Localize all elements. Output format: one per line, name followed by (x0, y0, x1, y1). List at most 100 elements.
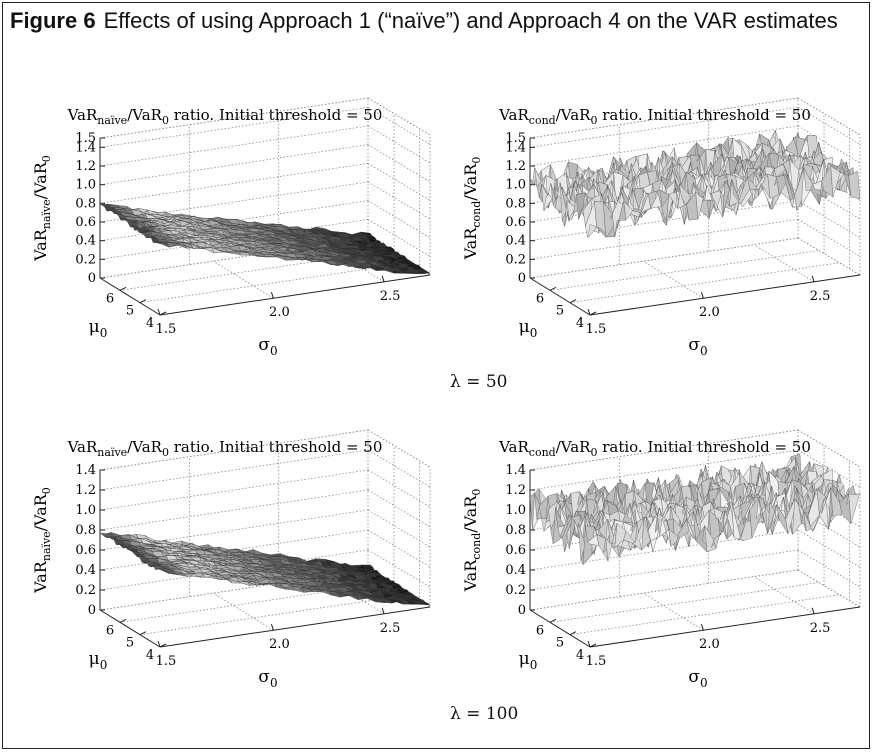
sigma-tick-label: 2.0 (699, 637, 720, 652)
z-tick-label: 1.4 (75, 140, 96, 155)
mu-tick-label: 5 (126, 636, 134, 651)
axes (99, 469, 431, 648)
surface-cell (418, 602, 431, 606)
z-tick-label: 0 (518, 271, 526, 286)
z-tick-label: 0 (88, 271, 96, 286)
mu-tick-label: 6 (106, 623, 114, 638)
z-tick-label: 0 (88, 603, 96, 618)
surface-mesh (99, 203, 431, 275)
sigma-axis-label: σ0 (258, 335, 277, 358)
z-tick-label: 0.4 (505, 234, 526, 249)
surface-chart-cond-lambda100: VaRcond/VaR0 ratio. Initial threshold = … (461, 429, 861, 690)
sigma-tick-label: 2.0 (699, 305, 720, 320)
figure-caption-text: Effects of using Approach 1 (“naïve”) an… (103, 8, 838, 33)
z-tick-label: 1.4 (505, 140, 526, 155)
axes (529, 469, 861, 648)
figure-label: Figure 6 (10, 8, 96, 33)
surface-cell (848, 492, 861, 524)
surface-chart-naive-lambda100: VaRnaïve/VaR0 ratio. Initial threshold =… (31, 429, 431, 690)
sigma-tick-label: 1.5 (156, 322, 177, 337)
z-tick-label: 1.5 (505, 131, 526, 146)
surface-mesh (529, 129, 861, 239)
lambda-label-top: λ = 50 (450, 372, 508, 392)
mu-tick-label: 6 (106, 291, 114, 306)
z-axis-label: VaRcond/VaR0 (461, 489, 483, 593)
z-axis-label: VaRnaïve/VaR0 (31, 155, 53, 262)
mu-tick-label: 5 (556, 304, 564, 319)
z-axis-label: VaRcond/VaR0 (461, 157, 483, 261)
z-tick-label: 0.2 (75, 252, 96, 267)
mu-tick-label: 5 (126, 304, 134, 319)
surface-cell (848, 171, 861, 200)
z-tick-label: 0.6 (505, 215, 526, 230)
panel-title: VaRnaïve/VaR0 ratio. Initial threshold =… (67, 106, 383, 127)
z-tick-label: 0.4 (75, 234, 96, 249)
z-axis-label: VaRnaïve/VaR0 (31, 487, 53, 594)
mu-tick-label: 6 (536, 291, 544, 306)
z-tick-label: 1.0 (505, 178, 526, 193)
sigma-tick-label: 1.5 (586, 322, 607, 337)
sigma-tick-label: 2.0 (269, 305, 290, 320)
panel-title: VaRnaïve/VaR0 ratio. Initial threshold =… (67, 438, 383, 459)
z-tick-label: 0.4 (75, 563, 96, 578)
axes-grid (99, 429, 431, 636)
z-tick-label: 0.6 (75, 543, 96, 558)
z-tick-label: 1.2 (505, 483, 526, 498)
mu-tick-label: 5 (556, 636, 564, 651)
sigma-tick-label: 1.5 (156, 654, 177, 669)
surface-mesh (529, 453, 861, 566)
sigma-axis-label: σ0 (258, 667, 277, 690)
z-tick-label: 1.2 (75, 159, 96, 174)
sigma-tick-label: 2.5 (380, 289, 401, 304)
sigma-tick-label: 2.5 (380, 621, 401, 636)
z-tick-label: 0.6 (75, 215, 96, 230)
figure-caption: Figure 6 Effects of using Approach 1 (“na… (10, 6, 850, 36)
mu-tick-label: 4 (576, 316, 584, 331)
surface-chart-naive-lambda50: VaRnaïve/VaR0 ratio. Initial threshold =… (31, 97, 431, 358)
mu-tick-label: 4 (576, 648, 584, 663)
panel-top-right: VaRcond/VaR0 ratio. Initial threshold = … (440, 97, 870, 409)
z-tick-label: 0.8 (75, 523, 96, 538)
axes-grid (99, 97, 431, 304)
panel-title: VaRcond/VaR0 ratio. Initial threshold = … (498, 438, 811, 459)
axes (529, 137, 861, 316)
z-tick-label: 0.2 (505, 583, 526, 598)
mu-tick-label: 4 (146, 648, 154, 663)
mu-axis-label: μ0 (519, 317, 538, 340)
panel-bottom-right: VaRcond/VaR0 ratio. Initial threshold = … (440, 429, 870, 741)
z-tick-label: 1.0 (505, 503, 526, 518)
z-tick-label: 0.6 (505, 543, 526, 558)
z-tick-label: 0.2 (505, 252, 526, 267)
sigma-axis-label: σ0 (688, 335, 707, 358)
z-tick-label: 1.4 (505, 463, 526, 478)
sigma-axis-label: σ0 (688, 667, 707, 690)
mu-tick-label: 6 (536, 623, 544, 638)
surface-cell (415, 269, 429, 272)
sigma-tick-label: 2.5 (810, 621, 831, 636)
z-tick-label: 1.4 (75, 463, 96, 478)
mu-axis-label: μ0 (89, 649, 108, 672)
z-tick-label: 1.0 (75, 503, 96, 518)
z-tick-label: 0.2 (75, 583, 96, 598)
z-tick-label: 0.4 (505, 563, 526, 578)
surface-cell (418, 271, 431, 275)
z-tick-label: 0.8 (75, 196, 96, 211)
panel-bottom-left: VaRnaïve/VaR0 ratio. Initial threshold =… (10, 429, 440, 741)
mu-axis-label: μ0 (519, 649, 538, 672)
z-tick-label: 1.2 (75, 483, 96, 498)
panel-title: VaRcond/VaR0 ratio. Initial threshold = … (498, 106, 811, 127)
mu-tick-label: 4 (146, 316, 154, 331)
sigma-tick-label: 2.5 (810, 289, 831, 304)
z-tick-label: 0.8 (505, 523, 526, 538)
sigma-tick-label: 2.0 (269, 637, 290, 652)
sigma-tick-label: 1.5 (586, 654, 607, 669)
panel-top-left: VaRnaïve/VaR0 ratio. Initial threshold =… (10, 97, 440, 409)
mu-axis-label: μ0 (89, 317, 108, 340)
surface-chart-cond-lambda50: VaRcond/VaR0 ratio. Initial threshold = … (461, 97, 861, 358)
axes (99, 137, 431, 316)
z-tick-label: 0 (518, 603, 526, 618)
surface-mesh (99, 532, 431, 606)
z-tick-label: 1.0 (75, 178, 96, 193)
lambda-label-bottom: λ = 100 (450, 704, 519, 724)
